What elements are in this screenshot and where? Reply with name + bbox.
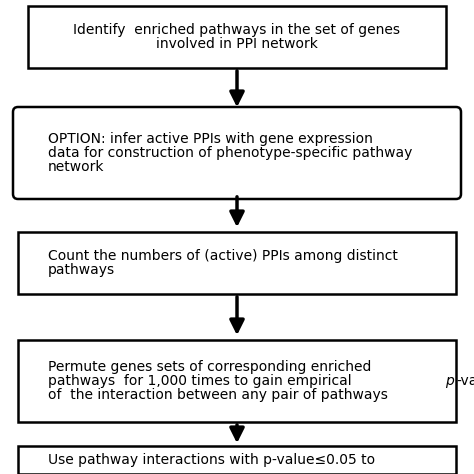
Text: p: p (446, 374, 454, 388)
Text: network: network (48, 160, 104, 174)
Text: Permute genes sets of corresponding enriched: Permute genes sets of corresponding enri… (48, 360, 371, 374)
Text: OPTION: infer active PPIs with gene expression: OPTION: infer active PPIs with gene expr… (48, 132, 373, 146)
Text: -value: -value (457, 374, 474, 388)
Text: pathways  for 1,000 times to gain empirical: pathways for 1,000 times to gain empiric… (48, 374, 356, 388)
FancyBboxPatch shape (18, 340, 456, 422)
Text: involved in PPI network: involved in PPI network (156, 37, 318, 51)
Text: Count the numbers of (active) PPIs among distinct: Count the numbers of (active) PPIs among… (48, 249, 398, 263)
FancyBboxPatch shape (13, 107, 461, 199)
Text: pathways: pathways (48, 263, 115, 277)
Text: of  the interaction between any pair of pathways: of the interaction between any pair of p… (48, 388, 388, 402)
FancyBboxPatch shape (18, 232, 456, 294)
Text: Identify  enriched pathways in the set of genes: Identify enriched pathways in the set of… (73, 23, 401, 37)
Text: Use pathway interactions with p-value≤0.05 to: Use pathway interactions with p-value≤0.… (48, 453, 375, 467)
FancyBboxPatch shape (18, 446, 456, 474)
FancyBboxPatch shape (28, 6, 446, 68)
Text: data for construction of phenotype-specific pathway: data for construction of phenotype-speci… (48, 146, 412, 160)
